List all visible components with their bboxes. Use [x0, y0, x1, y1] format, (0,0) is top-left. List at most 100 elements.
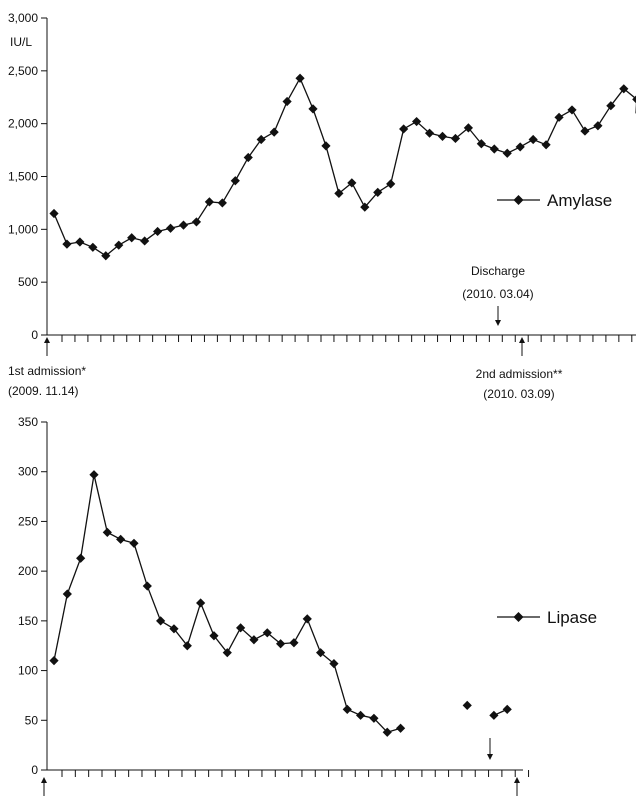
- first-admission-annotation: 1st admission* (2009. 11.14): [8, 337, 86, 398]
- amylase-point: [632, 95, 636, 104]
- amylase-point: [386, 179, 396, 189]
- lipase-point: [62, 589, 72, 599]
- amylase-point: [321, 141, 331, 151]
- amylase-y-tick-label: 1,500: [8, 170, 38, 184]
- amylase-series-line: [247, 139, 262, 158]
- lipase-series-line: [226, 627, 242, 653]
- amylase-point: [476, 139, 486, 149]
- amylase-series-line: [286, 77, 301, 102]
- lipase-point: [89, 470, 99, 480]
- amylase-point: [567, 105, 577, 115]
- amylase-y-tick-label: 2,000: [8, 117, 38, 131]
- amylase-point: [127, 233, 137, 243]
- amylase-point: [334, 188, 344, 199]
- lipase-point: [289, 638, 299, 648]
- lipase-series-line: [213, 635, 228, 654]
- amylase-series-line: [467, 127, 482, 145]
- amylase-point: [282, 96, 292, 107]
- lipase-chart: 0 50 100 150 200 250 300 350 Lipase: [18, 415, 597, 796]
- lipase-point: [342, 704, 352, 714]
- lipase-point: [182, 641, 192, 651]
- lipase-series-line: [93, 474, 108, 533]
- amylase-point: [269, 127, 279, 137]
- amylase-series-line: [390, 128, 405, 185]
- amylase-series-line: [195, 201, 210, 223]
- amylase-point: [580, 126, 590, 136]
- lipase-series-line: [333, 663, 348, 710]
- amylase-point: [101, 251, 111, 261]
- amylase-y-tick-label: 0: [31, 328, 38, 342]
- lipase-series-line: [293, 618, 308, 644]
- amylase-point: [463, 123, 473, 133]
- amylase-point: [360, 202, 370, 212]
- amylase-point: [424, 128, 435, 138]
- amylase-point: [88, 242, 98, 252]
- amylase-point: [347, 178, 357, 188]
- amylase-series-line: [364, 191, 379, 208]
- lipase-series-line: [66, 557, 82, 595]
- lipase-series-line: [200, 602, 215, 637]
- amylase-legend-marker: [513, 195, 524, 205]
- lipase-point: [156, 616, 166, 626]
- lipase-point: [142, 581, 152, 591]
- amylase-point: [62, 239, 72, 249]
- first-admission-date: (2009. 11.14): [8, 384, 79, 398]
- lipase-y-axis: 0 50 100 150 200 250 300 350: [18, 415, 48, 777]
- amylase-series-line: [351, 182, 366, 208]
- lipase-series-line: [306, 618, 322, 653]
- amylase-series-line: [221, 180, 236, 204]
- lipase-series-line: [53, 593, 68, 661]
- lipase-point: [316, 648, 326, 658]
- amylase-series-line: [273, 101, 288, 133]
- lipase-y-tick-label: 200: [18, 564, 38, 578]
- lipase-point: [116, 534, 126, 544]
- amylase-y-tick-label: 500: [18, 275, 38, 289]
- amylase-legend: Amylase: [497, 191, 612, 210]
- amylase-point: [243, 152, 253, 163]
- lipase-point: [369, 713, 379, 723]
- lipase-point: [76, 553, 86, 563]
- amylase-series-line: [299, 77, 314, 110]
- amylase-point: [528, 134, 538, 145]
- lipase-point: [462, 700, 472, 710]
- amylase-point: [256, 134, 266, 145]
- amylase-y-unit: IU/L: [10, 35, 32, 49]
- amylase-series-line: [610, 88, 625, 107]
- lipase-point: [236, 623, 246, 633]
- amylase-point: [230, 176, 240, 186]
- lipase-point: [249, 635, 259, 645]
- amylase-series-line: [571, 109, 586, 132]
- amylase-point: [165, 223, 176, 233]
- second-admission-label: 2nd admission**: [476, 367, 563, 381]
- amylase-point: [399, 124, 409, 134]
- lipase-point: [395, 723, 406, 733]
- lipase-series-line: [173, 628, 188, 647]
- amylase-y-axis: 0 500 1,000 1,500 2,000 2,500 3,000: [8, 11, 48, 342]
- amylase-point: [606, 101, 616, 111]
- amylase-point: [619, 84, 629, 94]
- lipase-point: [382, 727, 392, 737]
- amylase-y-tick-label: 1,000: [8, 222, 38, 236]
- amylase-point: [49, 208, 59, 219]
- amylase-point: [412, 116, 422, 127]
- lipase-point: [102, 527, 112, 537]
- discharge-date: (2010. 03.04): [462, 287, 533, 301]
- amylase-point: [450, 133, 461, 144]
- amylase-point: [114, 240, 124, 250]
- amylase-point: [515, 142, 525, 152]
- lipase-point: [302, 614, 312, 624]
- lipase-y-tick-label: 350: [18, 415, 38, 429]
- amylase-point: [502, 148, 512, 158]
- discharge-annotation: Discharge (2010. 03.04): [462, 264, 534, 326]
- amylase-point: [489, 144, 499, 154]
- amylase-point: [554, 112, 564, 122]
- amylase-legend-label: Amylase: [547, 191, 612, 210]
- amylase-y-tick-label: 2,500: [8, 64, 38, 78]
- amylase-point: [541, 140, 551, 150]
- lipase-point: [276, 639, 286, 649]
- amylase-series-line: [325, 145, 340, 194]
- amylase-series-line: [53, 213, 68, 245]
- amylase-point: [153, 226, 163, 237]
- lipase-y-tick-label: 50: [25, 713, 39, 727]
